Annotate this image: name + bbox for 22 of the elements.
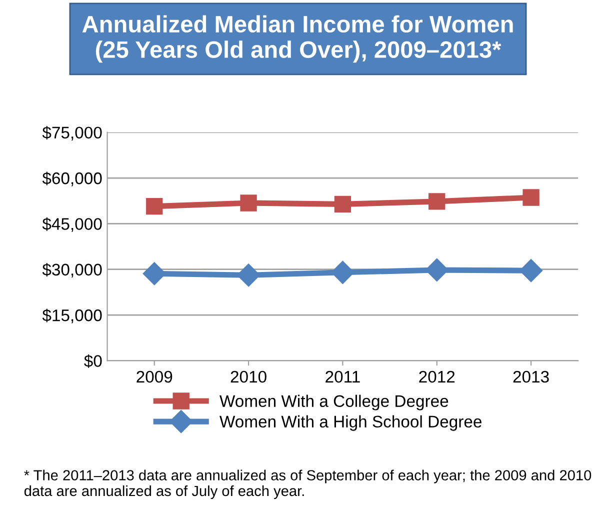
y-tick-label: $75,000 xyxy=(42,126,102,141)
y-tick-label: $30,000 xyxy=(42,263,102,278)
point xyxy=(334,196,352,213)
x-tick-label: 2013 xyxy=(513,370,549,383)
point xyxy=(522,189,540,206)
x-tick-label: 2009 xyxy=(136,370,172,383)
y-tick-label: $15,000 xyxy=(42,308,102,324)
x-tick-label: 2011 xyxy=(326,370,360,383)
x-tick-label: 2012 xyxy=(419,370,455,383)
y-tick-label: $0 xyxy=(84,354,102,368)
point xyxy=(240,194,257,212)
y-tick-label: $60,000 xyxy=(42,172,102,186)
point xyxy=(520,259,543,282)
point xyxy=(428,193,446,210)
point xyxy=(146,198,163,215)
x-tick-label: 2010 xyxy=(230,370,266,383)
chart-title: Annualized Median Income for Women (25 Years Old and Over), 2009–2013* xyxy=(82,15,513,63)
legend-label: Women With a High School Degree xyxy=(220,415,482,431)
text: * The 2011–2013 data are annualized as of September of each year; the 2009 and 2010 data are annualized as of July of each year. xyxy=(24,470,592,499)
legend-label: Women With a College Degree xyxy=(220,394,448,410)
y-tick-label: $45,000 xyxy=(42,217,102,232)
point xyxy=(331,260,354,284)
